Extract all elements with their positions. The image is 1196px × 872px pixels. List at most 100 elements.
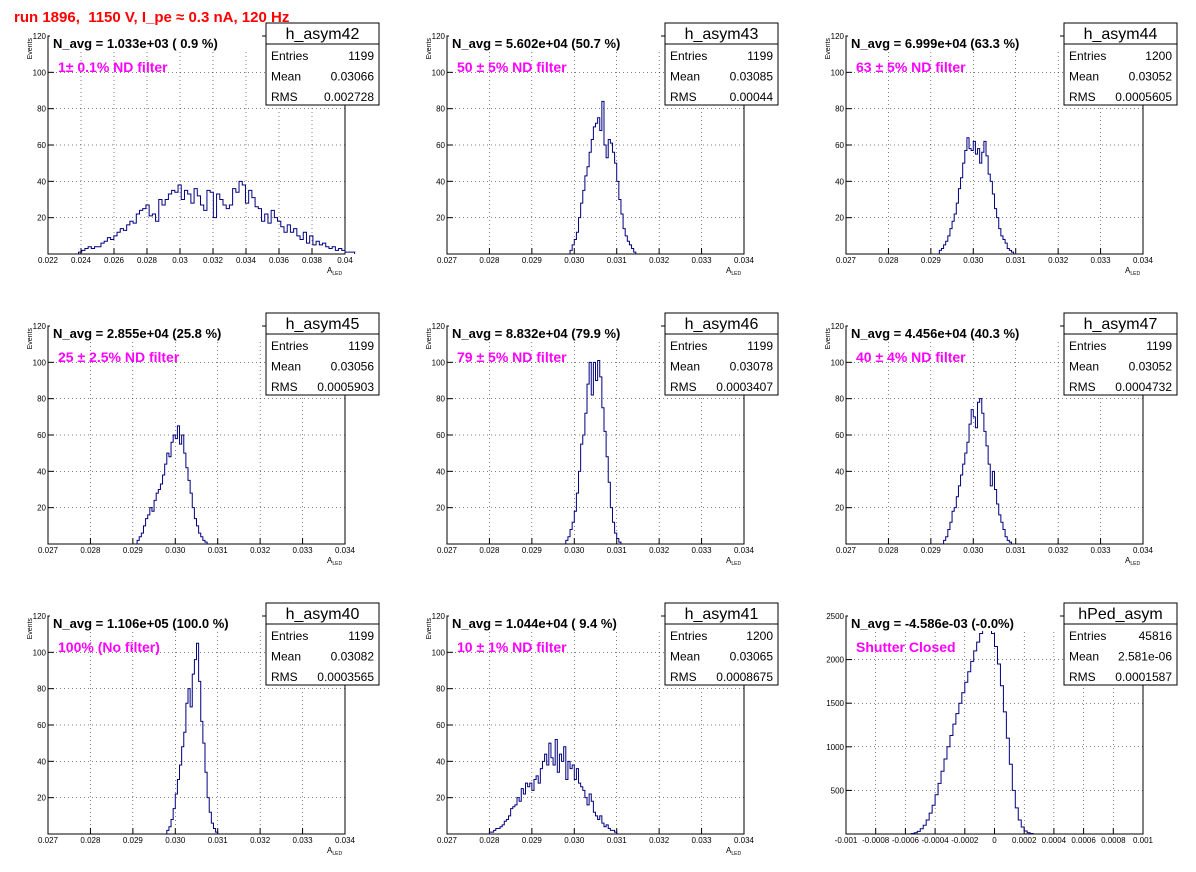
navg-background	[50, 324, 262, 341]
y-tick-label: 20	[835, 504, 844, 513]
stats-value: 0.03085	[730, 70, 774, 84]
x-tick-label: 0.031	[607, 836, 628, 845]
stats-label: Mean	[1069, 70, 1099, 84]
y-tick-label: 500	[831, 786, 845, 795]
y-tick-label: 80	[37, 685, 46, 694]
x-tick-label: 0.028	[80, 546, 101, 555]
x-tick-label: 0.027	[38, 546, 59, 555]
navg-background	[848, 34, 1060, 51]
x-axis-label: ALED	[726, 556, 741, 567]
filter-annotation: Shutter Closed	[856, 639, 956, 655]
y-axis-label: Events	[426, 328, 433, 350]
y-tick-label: 100	[432, 358, 446, 367]
y-tick-label: 80	[436, 105, 445, 114]
stats-value: 0.03056	[331, 360, 375, 374]
y-tick-label: 60	[37, 431, 46, 440]
y-tick-label: 20	[835, 214, 844, 223]
y-tick-label: 120	[33, 612, 47, 621]
y-axis-label: Events	[825, 328, 832, 350]
x-tick-label: 0.028	[80, 836, 101, 845]
x-tick-label: 0.033	[692, 546, 713, 555]
histogram-series	[488, 739, 618, 834]
stats-label: RMS	[670, 380, 697, 394]
filter-annotation: 79 ± 5% ND filter	[457, 349, 567, 365]
x-tick-label: -0.001	[835, 836, 858, 845]
filter-annotation: 25 ± 2.5% ND filter	[58, 349, 180, 365]
y-tick-label: 60	[37, 141, 46, 150]
stats-label: RMS	[1069, 670, 1096, 684]
histogram-panel: 0.027 0.028 0.029 0.030 0.031 0.032 0.033 0.034…	[426, 22, 779, 277]
stats-value: 0.03052	[1129, 70, 1173, 84]
x-tick-label: 0.0004	[1042, 836, 1067, 845]
histogram-series	[166, 642, 219, 834]
y-tick-label: 120	[33, 32, 47, 41]
stats-box	[1063, 312, 1178, 396]
stats-box	[265, 312, 380, 396]
histogram-panel: 0.027 0.028 0.029 0.030 0.031 0.032 0.033 0.034…	[27, 312, 380, 567]
x-tick-label: 0.034	[1133, 546, 1154, 555]
stats-label: RMS	[271, 670, 298, 684]
y-axis-label: Events	[27, 618, 34, 640]
x-tick-label: 0.0002	[1012, 836, 1037, 845]
y-tick-label: 60	[835, 431, 844, 440]
x-tick-label: 0.031	[208, 836, 229, 845]
x-tick-label: 0.04	[337, 256, 353, 265]
filter-annotation: 40 ± 4% ND filter	[856, 349, 966, 365]
histogram-name: h_asym42	[286, 26, 360, 43]
stats-box	[664, 312, 779, 396]
stats-value: 0.00044	[730, 90, 774, 104]
y-tick-label: 80	[436, 395, 445, 404]
y-tick-label: 2000	[826, 656, 844, 665]
stats-label: Entries	[1069, 49, 1106, 63]
histogram-name: h_asym41	[685, 606, 759, 623]
stats-box	[1063, 602, 1178, 686]
histogram-panel: 0.027 0.028 0.029 0.030 0.031 0.032 0.033 0.034…	[426, 312, 779, 567]
stats-label: Mean	[670, 360, 700, 374]
stats-value: 0.0003565	[317, 670, 374, 684]
stats-value: 1199	[1146, 339, 1172, 353]
y-tick-label: 120	[33, 322, 47, 331]
x-tick-label: 0.034	[734, 546, 755, 555]
navg-label: N_avg = 6.999e+04 (63.3 %)	[851, 36, 1019, 51]
histogram-name: h_asym47	[1084, 316, 1158, 333]
x-tick-label: 0.031	[208, 546, 229, 555]
y-tick-label: 40	[436, 467, 445, 476]
y-tick-label: 20	[37, 214, 46, 223]
x-tick-label: -0.0006	[892, 836, 920, 845]
page-title: run 1896, 1150 V, I_pe ≈ 0.3 nA, 120 Hz	[14, 9, 290, 26]
x-tick-label: 0.030	[564, 836, 585, 845]
x-tick-label: 0.032	[649, 546, 670, 555]
x-axis-label: ALED	[1125, 556, 1140, 567]
x-tick-label: 0.032	[649, 256, 670, 265]
x-tick-label: 0.03	[172, 256, 188, 265]
x-axis-label: ALED	[327, 266, 342, 277]
stats-value: 0.03082	[331, 650, 375, 664]
stats-value: 1199	[747, 49, 773, 63]
x-tick-label: 0.036	[269, 256, 290, 265]
stats-value: 1199	[348, 339, 374, 353]
stats-label: Mean	[271, 360, 301, 374]
x-tick-label: 0.032	[250, 836, 271, 845]
histogram-panel: 0.022 0.024 0.026 0.028 0.03 0.032 0.034 0.036 0…	[27, 22, 380, 277]
stats-value: 0.0004732	[1115, 380, 1172, 394]
stats-label: RMS	[1069, 90, 1096, 104]
y-tick-label: 40	[436, 177, 445, 186]
histogram-series	[938, 137, 1015, 254]
x-tick-label: 0.027	[836, 546, 857, 555]
y-tick-label: 40	[436, 757, 445, 766]
filter-annotation: 1± 0.1% ND filter	[58, 59, 168, 75]
histogram-panel: 0.027 0.028 0.029 0.030 0.031 0.032 0.033 0.034…	[426, 602, 779, 857]
x-tick-label: 0.022	[38, 256, 59, 265]
y-tick-label: 40	[37, 757, 46, 766]
stats-label: RMS	[670, 90, 697, 104]
x-tick-label: 0.031	[1006, 256, 1027, 265]
stats-value: 1200	[1145, 49, 1172, 63]
navg-label: N_avg = 1.106e+05 (100.0 %)	[53, 616, 229, 631]
y-tick-label: 20	[37, 794, 46, 803]
navg-background	[449, 324, 661, 341]
y-tick-label: 60	[37, 721, 46, 730]
stats-value: 1199	[348, 629, 374, 643]
stats-label: Mean	[670, 70, 700, 84]
y-tick-label: 100	[831, 358, 845, 367]
histogram-panel: 0.027 0.028 0.029 0.030 0.031 0.032 0.033 0.034…	[27, 602, 380, 857]
